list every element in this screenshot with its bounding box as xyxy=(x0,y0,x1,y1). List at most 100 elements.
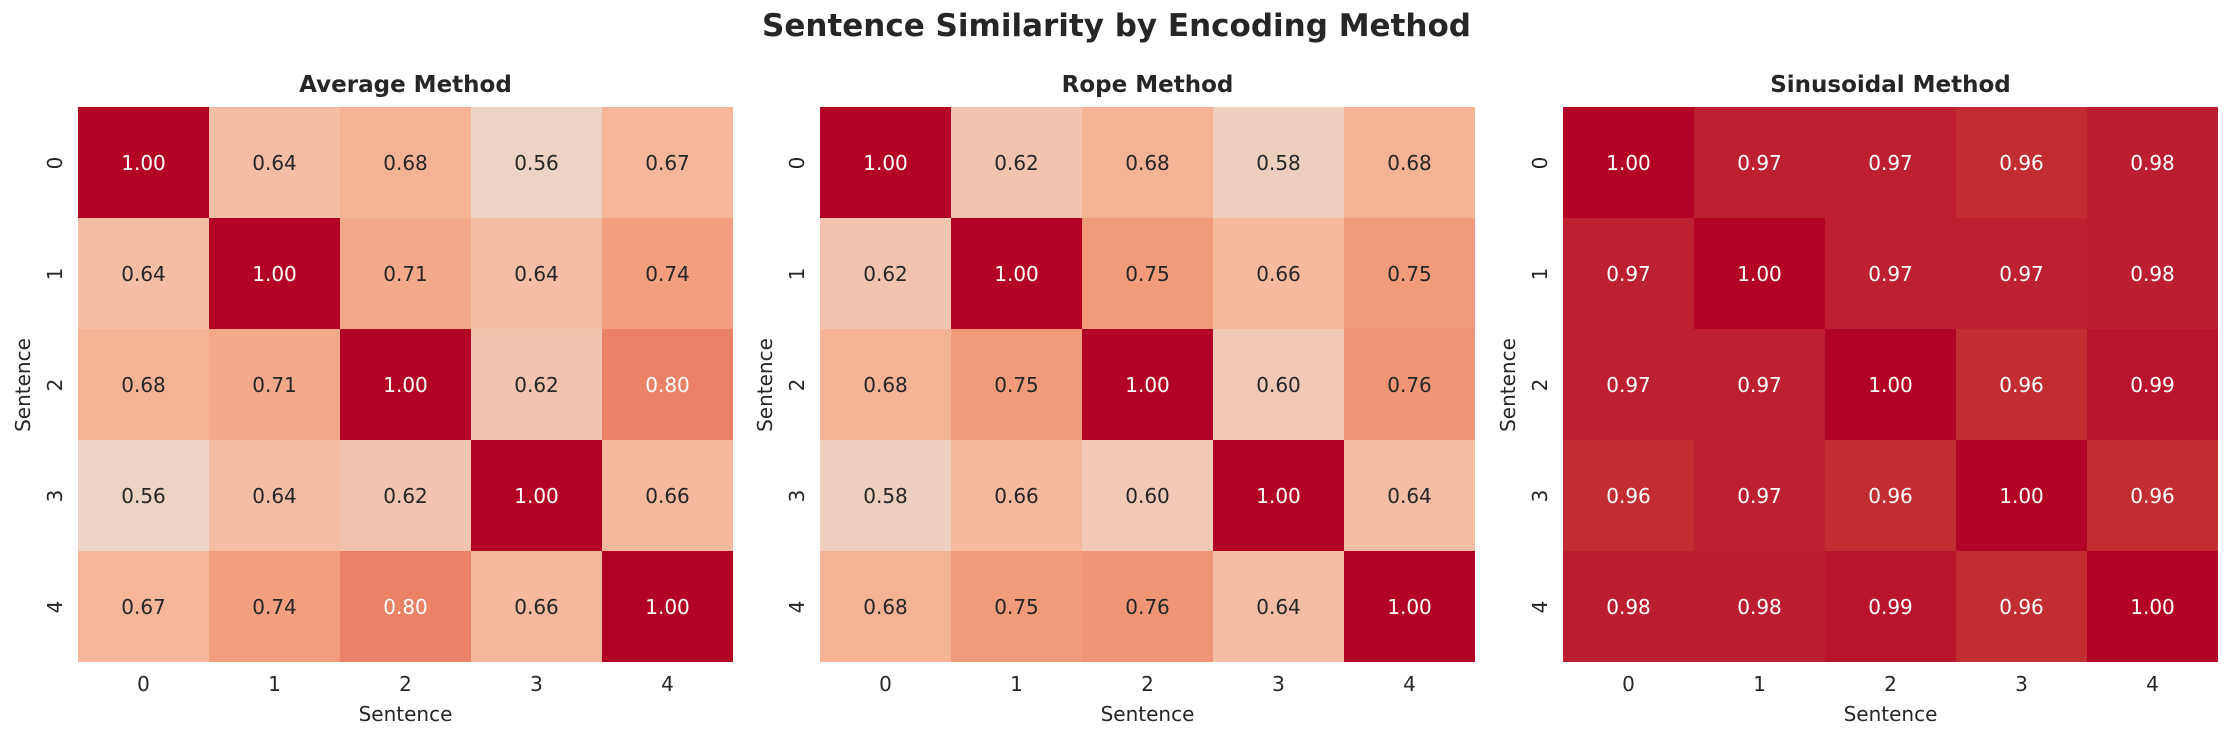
heatmap-cell: 0.58 xyxy=(820,440,951,551)
y-tick-label: 3 xyxy=(43,489,67,502)
heatmap-cell: 1.00 xyxy=(951,218,1082,329)
heatmap-cell: 0.99 xyxy=(2087,329,2218,440)
heatmap-cell: 0.68 xyxy=(78,329,209,440)
heatmap-cell: 0.96 xyxy=(1956,551,2087,662)
y-tick-label: 3 xyxy=(785,489,809,502)
y-axis-label: Sentence xyxy=(753,337,777,432)
heatmap-cell: 0.58 xyxy=(1213,107,1344,218)
y-tick-label: 0 xyxy=(785,156,809,169)
heatmap-cell: 0.67 xyxy=(78,551,209,662)
heatmap-cell: 1.00 xyxy=(1213,440,1344,551)
heatmap-cell: 0.76 xyxy=(1082,551,1213,662)
heatmap-cell: 1.00 xyxy=(471,440,602,551)
y-tick-label: 1 xyxy=(1528,267,1552,280)
y-tick-label: 4 xyxy=(785,600,809,613)
heatmap-cell: 0.74 xyxy=(209,551,340,662)
heatmap-cell: 0.97 xyxy=(1825,107,1956,218)
x-axis-label: Sentence xyxy=(1100,702,1195,726)
y-tick-label: 2 xyxy=(1528,378,1552,391)
heatmap-cell: 0.98 xyxy=(2087,107,2218,218)
heatmap-cell: 1.00 xyxy=(1825,329,1956,440)
heatmap-cell: 0.96 xyxy=(1956,329,2087,440)
y-tick-label: 4 xyxy=(43,600,67,613)
heatmap-cell: 0.96 xyxy=(1956,107,2087,218)
x-tick-label: 3 xyxy=(2015,672,2028,696)
heatmap-cell: 1.00 xyxy=(1956,440,2087,551)
heatmap-cell: 0.66 xyxy=(471,551,602,662)
heatmap-cell: 0.97 xyxy=(1956,218,2087,329)
x-tick-label: 1 xyxy=(1753,672,1766,696)
heatmap-cell: 1.00 xyxy=(340,329,471,440)
x-tick-label: 1 xyxy=(1010,672,1023,696)
x-axis-label: Sentence xyxy=(358,702,453,726)
heatmap-cell: 0.68 xyxy=(1082,107,1213,218)
heatmap-cell: 1.00 xyxy=(1344,551,1475,662)
heatmap-cell: 0.64 xyxy=(1344,440,1475,551)
panel-title: Average Method xyxy=(299,72,512,98)
heatmap-cell: 0.64 xyxy=(471,218,602,329)
heatmap-cell: 0.62 xyxy=(820,218,951,329)
y-tick-label: 0 xyxy=(1528,156,1552,169)
heatmap-cell: 0.64 xyxy=(1213,551,1344,662)
heatmap-cell: 0.96 xyxy=(1563,440,1694,551)
heatmap-cell: 0.75 xyxy=(951,551,1082,662)
heatmap-cell: 0.71 xyxy=(209,329,340,440)
heatmap-cell: 0.62 xyxy=(951,107,1082,218)
heatmap-cell: 1.00 xyxy=(2087,551,2218,662)
heatmap-cell: 0.97 xyxy=(1694,329,1825,440)
heatmap-cell: 1.00 xyxy=(602,551,733,662)
x-tick-label: 4 xyxy=(661,672,674,696)
heatmap-cell: 0.66 xyxy=(1213,218,1344,329)
heatmap-cell: 0.75 xyxy=(1082,218,1213,329)
heatmap-cell: 0.68 xyxy=(1344,107,1475,218)
x-tick-label: 0 xyxy=(1622,672,1635,696)
heatmap-cell: 1.00 xyxy=(209,218,340,329)
heatmap-cell: 0.68 xyxy=(340,107,471,218)
heatmap-cell: 0.97 xyxy=(1563,218,1694,329)
heatmap-cell: 0.97 xyxy=(1825,218,1956,329)
heatmap-cell: 0.96 xyxy=(1825,440,1956,551)
x-tick-label: 4 xyxy=(1403,672,1416,696)
heatmap-cell: 0.62 xyxy=(340,440,471,551)
heatmap-cell: 0.98 xyxy=(1694,551,1825,662)
heatmap-cell: 1.00 xyxy=(78,107,209,218)
x-tick-label: 0 xyxy=(137,672,150,696)
heatmap-cell: 0.56 xyxy=(78,440,209,551)
heatmap-cell: 0.60 xyxy=(1082,440,1213,551)
heatmap-cell: 0.80 xyxy=(602,329,733,440)
heatmap-cell: 0.99 xyxy=(1825,551,1956,662)
heatmap-cell: 0.97 xyxy=(1694,440,1825,551)
heatmap-cell: 0.56 xyxy=(471,107,602,218)
heatmap-cell: 0.98 xyxy=(2087,218,2218,329)
y-tick-label: 2 xyxy=(43,378,67,391)
x-tick-label: 1 xyxy=(268,672,281,696)
heatmap-cell: 0.66 xyxy=(951,440,1082,551)
heatmap-cell: 0.66 xyxy=(602,440,733,551)
heatmap-cell: 0.97 xyxy=(1563,329,1694,440)
y-tick-label: 0 xyxy=(43,156,67,169)
heatmap-cell: 0.80 xyxy=(340,551,471,662)
figure-title: Sentence Similarity by Encoding Method xyxy=(762,8,1471,44)
y-tick-label: 3 xyxy=(1528,489,1552,502)
heatmap-cell: 0.98 xyxy=(1563,551,1694,662)
x-tick-label: 4 xyxy=(2146,672,2159,696)
x-tick-label: 2 xyxy=(1884,672,1897,696)
heatmap-cell: 0.75 xyxy=(951,329,1082,440)
y-tick-label: 4 xyxy=(1528,600,1552,613)
heatmap-cell: 0.74 xyxy=(602,218,733,329)
heatmap-cell: 0.64 xyxy=(209,107,340,218)
heatmap-cell: 0.68 xyxy=(820,329,951,440)
x-tick-label: 3 xyxy=(1272,672,1285,696)
y-tick-label: 1 xyxy=(43,267,67,280)
heatmap-cell: 0.75 xyxy=(1344,218,1475,329)
x-tick-label: 0 xyxy=(879,672,892,696)
heatmap-cell: 0.64 xyxy=(209,440,340,551)
y-axis-label: Sentence xyxy=(1496,337,1520,432)
x-tick-label: 3 xyxy=(530,672,543,696)
heatmap-cell: 0.76 xyxy=(1344,329,1475,440)
heatmap-cell: 1.00 xyxy=(1694,218,1825,329)
heatmap-cell: 1.00 xyxy=(820,107,951,218)
heatmap-cell: 0.60 xyxy=(1213,329,1344,440)
panel-title: Rope Method xyxy=(1061,72,1234,98)
heatmap-cell: 0.71 xyxy=(340,218,471,329)
